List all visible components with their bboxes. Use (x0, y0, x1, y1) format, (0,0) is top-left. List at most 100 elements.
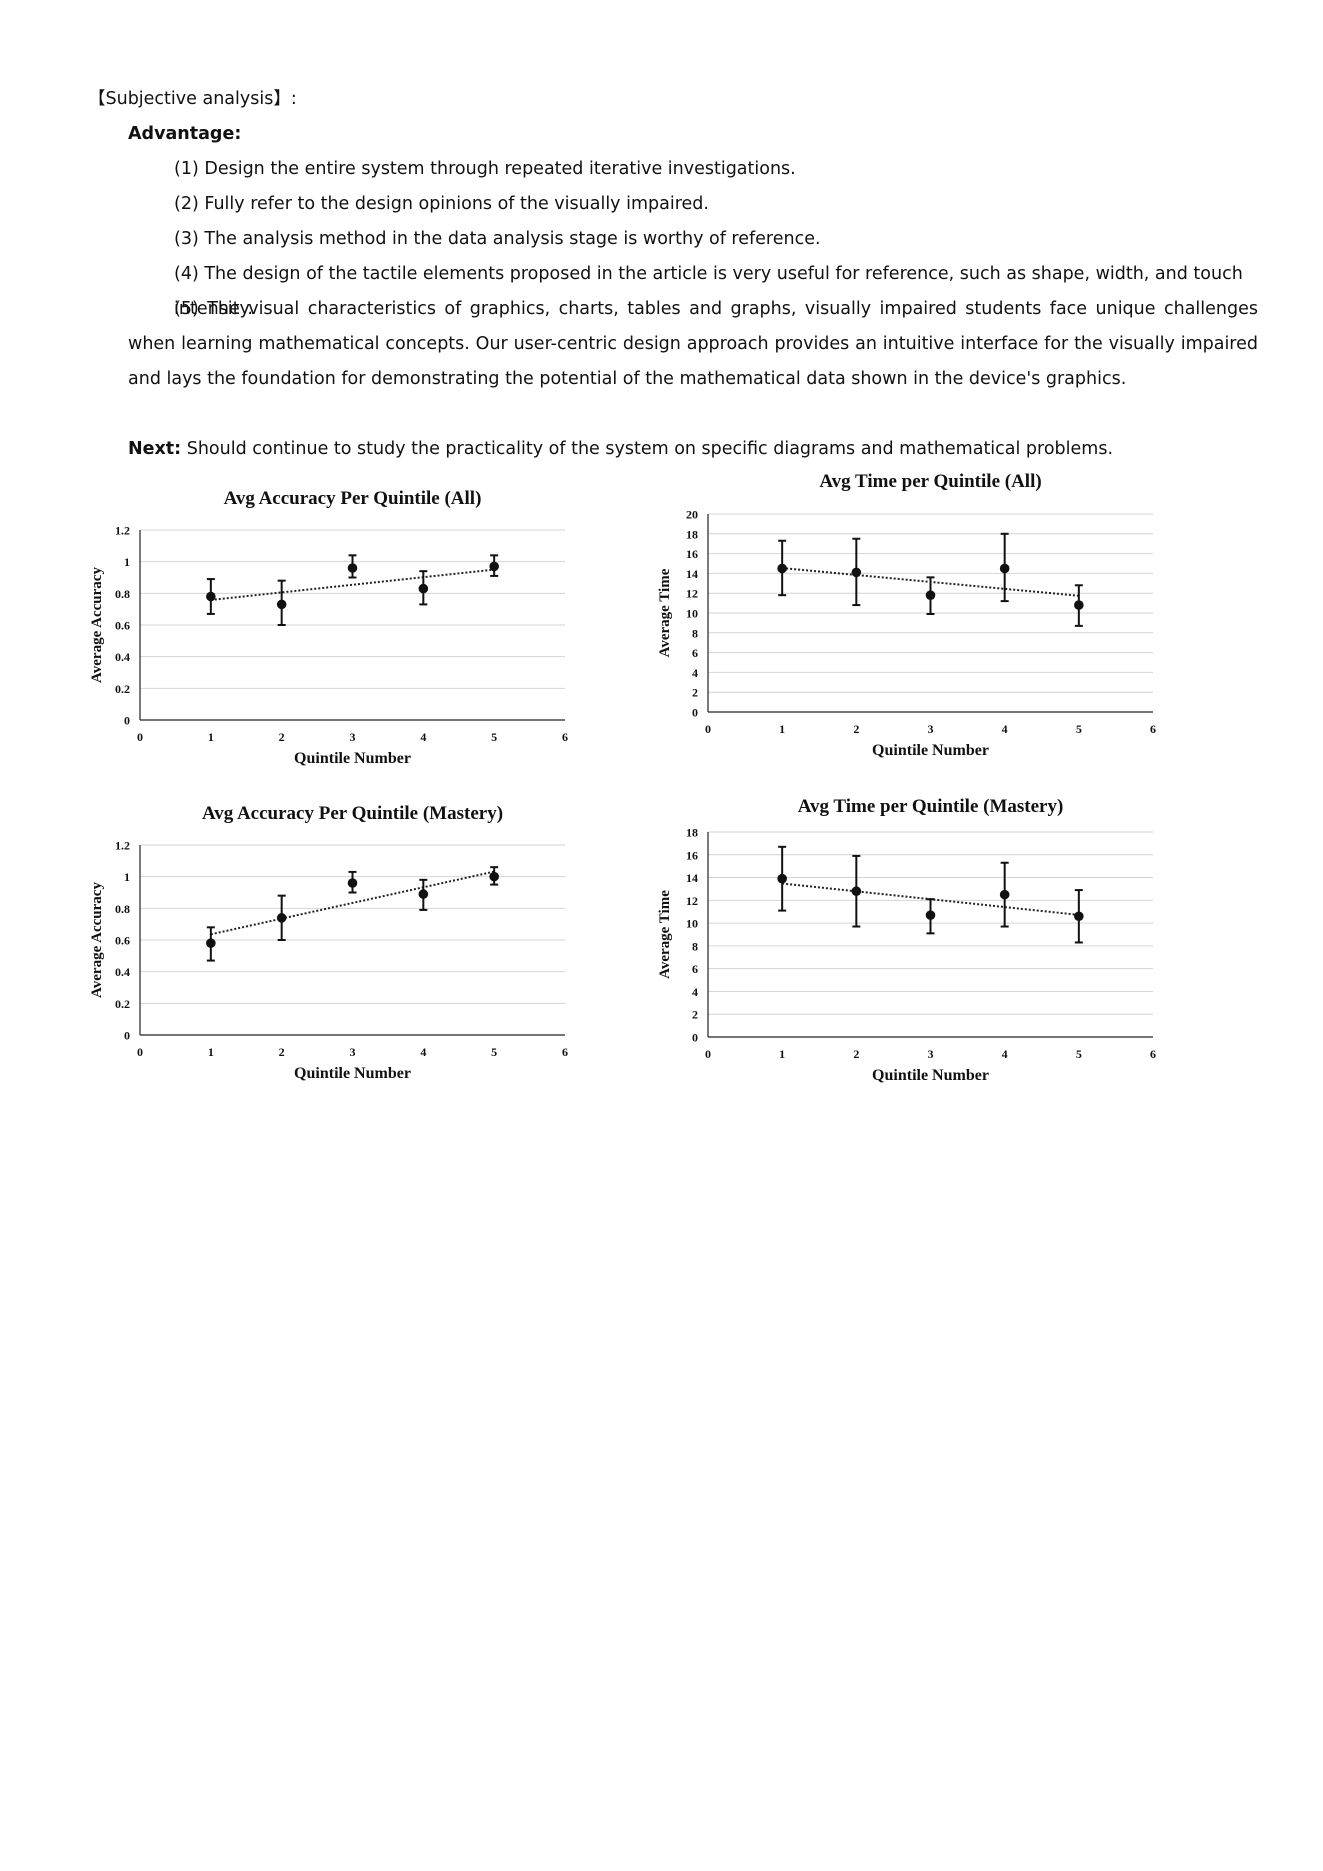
x-tick-label: 2 (279, 730, 285, 744)
x-axis-label: Quintile Number (872, 1067, 989, 1084)
x-tick-label: 5 (1076, 722, 1082, 736)
data-point (347, 563, 358, 573)
chart-title: Avg Accuracy Per Quintile (All) (224, 488, 482, 509)
y-tick-label: 12 (686, 587, 698, 601)
y-tick-label: 0.6 (115, 619, 130, 633)
x-tick-label: 4 (420, 1045, 426, 1059)
x-tick-label: 5 (1076, 1047, 1082, 1061)
data-point (1074, 600, 1084, 610)
y-tick-label: 0.8 (115, 902, 130, 916)
x-axis-label: Quintile Number (872, 742, 989, 759)
next-label: Next: (128, 439, 182, 459)
x-tick-label: 0 (137, 1045, 143, 1059)
x-tick-label: 6 (562, 730, 568, 744)
data-point (851, 886, 862, 897)
y-tick-label: 8 (692, 626, 698, 640)
data-point (925, 590, 936, 600)
data-point (418, 889, 429, 899)
x-axis-label: Quintile Number (294, 1065, 411, 1082)
x-tick-label: 1 (779, 1047, 785, 1061)
y-axis-label: Average Accuracy (89, 882, 105, 998)
y-tick-label: 0.8 (115, 587, 130, 601)
y-tick-label: 0 (124, 1029, 130, 1043)
data-point (999, 563, 1010, 574)
data-point (276, 913, 287, 923)
y-tick-label: 16 (686, 848, 698, 862)
x-tick-label: 2 (853, 1047, 859, 1061)
y-tick-label: 2 (692, 1008, 698, 1022)
chart-title: Avg Time per Quintile (Mastery) (798, 796, 1064, 817)
x-tick-label: 6 (1150, 722, 1156, 736)
x-tick-label: 5 (491, 730, 497, 744)
data-point (925, 910, 936, 920)
y-tick-label: 1 (124, 870, 130, 884)
y-tick-label: 6 (692, 962, 698, 976)
y-tick-label: 18 (686, 826, 698, 840)
advantage-item: (1) Design the entire system through rep… (174, 159, 796, 179)
x-tick-label: 4 (1002, 722, 1008, 736)
chart-accuracy-all: Avg Accuracy Per Quintile (All) 0 0.2 0.4 0.… (89, 488, 568, 767)
data-point (1074, 911, 1084, 922)
data-point (777, 873, 787, 884)
y-tick-label: 2 (692, 686, 698, 700)
chart-time-mastery: Avg Time per Quintile (Mastery)024681012… (657, 796, 1156, 1084)
y-tick-label: 1.2 (115, 524, 130, 538)
x-tick-label: 0 (705, 1047, 711, 1061)
x-tick-label: 4 (420, 730, 426, 744)
y-tick-label: 18 (686, 527, 698, 541)
y-tick-label: 12 (686, 894, 698, 908)
y-axis-label: Average Time (657, 890, 673, 979)
chart-title: Avg Accuracy Per Quintile (Mastery) (202, 803, 503, 824)
y-tick-label: 0.6 (115, 934, 130, 948)
x-tick-label: 3 (350, 730, 356, 744)
y-tick-label: 8 (692, 939, 698, 953)
y-tick-label: 0.4 (115, 965, 130, 979)
advantage-heading: Advantage: (128, 124, 242, 144)
y-tick-label: 10 (686, 607, 698, 621)
data-point (489, 561, 499, 572)
data-point (418, 583, 429, 594)
y-tick-label: 1 (124, 555, 130, 569)
y-tick-label: 14 (686, 871, 698, 885)
y-axis-label: Average Accuracy (89, 567, 105, 683)
advantage-item: (5) The visual characteristics of graphi… (128, 299, 1258, 389)
x-tick-label: 0 (705, 722, 711, 736)
y-tick-label: 0 (124, 714, 130, 728)
data-point (777, 563, 787, 574)
section-title: 【Subjective analysis】: (88, 89, 297, 109)
data-point (206, 938, 216, 948)
trendline (210, 568, 495, 601)
y-tick-label: 6 (692, 646, 698, 660)
x-tick-label: 1 (779, 722, 785, 736)
y-tick-label: 0.4 (115, 650, 130, 664)
trendline (210, 870, 495, 936)
y-tick-label: 4 (692, 666, 698, 680)
x-tick-label: 1 (208, 730, 214, 744)
x-axis-label: Quintile Number (294, 750, 411, 767)
x-tick-label: 3 (928, 722, 934, 736)
data-point (206, 591, 216, 602)
data-point (851, 567, 862, 578)
chart-title: Avg Time per Quintile (All) (819, 471, 1041, 492)
advantage-item: (3) The analysis method in the data anal… (174, 229, 821, 249)
x-tick-label: 4 (1002, 1047, 1008, 1061)
x-tick-label: 3 (928, 1047, 934, 1061)
data-point (999, 889, 1010, 900)
x-tick-label: 5 (491, 1045, 497, 1059)
data-point (347, 878, 358, 888)
x-tick-label: 2 (279, 1045, 285, 1059)
x-tick-label: 6 (1150, 1047, 1156, 1061)
y-tick-label: 14 (686, 567, 698, 581)
chart-time-all: Avg Time per Quintile (All)0246810121416… (657, 471, 1156, 759)
y-axis-label: Average Time (657, 568, 673, 657)
data-point (489, 871, 499, 882)
y-tick-label: 10 (686, 917, 698, 931)
y-tick-label: 0 (692, 1031, 698, 1045)
y-tick-label: 1.2 (115, 839, 130, 853)
x-tick-label: 2 (853, 722, 859, 736)
y-tick-label: 0.2 (115, 997, 130, 1011)
x-tick-label: 0 (137, 730, 143, 744)
next-text: Should continue to study the practicalit… (181, 439, 1114, 459)
y-tick-label: 4 (692, 985, 698, 999)
x-tick-label: 3 (350, 1045, 356, 1059)
